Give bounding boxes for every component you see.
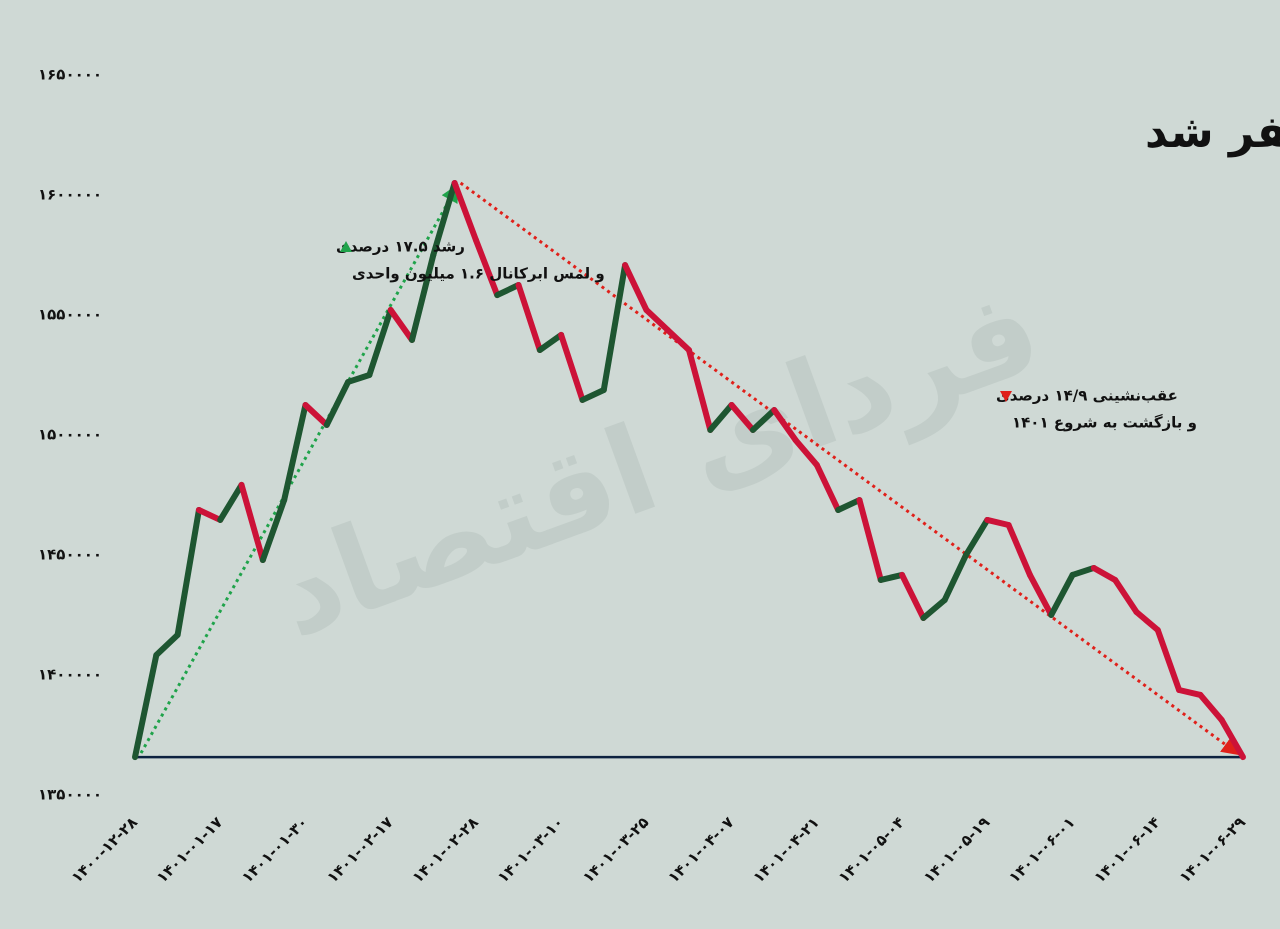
line-segment bbox=[1197, 691, 1225, 723]
x-tick-label: ۱۴۰۰-۱۲-۲۸ bbox=[68, 813, 141, 886]
line-segment bbox=[558, 331, 586, 403]
line-segment bbox=[771, 407, 799, 444]
x-tick-label: ۱۴۰۱-۰۵-۰۴ bbox=[835, 813, 908, 886]
line-segment bbox=[749, 407, 778, 433]
line-segment bbox=[835, 497, 863, 513]
line-segment bbox=[217, 481, 245, 523]
annotation-text: عقب‌نشینی ۱۴/۹ درصدی bbox=[996, 387, 1178, 405]
trend-arrow bbox=[139, 183, 459, 754]
x-tick-label: ۱۴۰۱-۰۱-۱۷ bbox=[153, 813, 226, 886]
x-tick-label: ۱۴۰۱-۰۴-۰۷ bbox=[664, 813, 737, 886]
line-segment bbox=[1218, 717, 1246, 761]
line-segment bbox=[643, 306, 671, 333]
line-segment bbox=[1112, 576, 1140, 615]
line-segment bbox=[494, 282, 522, 299]
line-segment bbox=[472, 237, 501, 299]
line-segment bbox=[941, 552, 969, 603]
line-segment bbox=[281, 402, 309, 504]
annotation-triangle bbox=[340, 241, 352, 252]
x-tick-label: ۱۴۰۱-۰۶-۲۹ bbox=[1176, 813, 1249, 886]
line-segment bbox=[238, 481, 266, 564]
line-segment bbox=[707, 402, 735, 433]
x-tick-label: ۱۴۰۱-۰۲-۱۷ bbox=[323, 813, 396, 886]
y-tick-label: ۱۵۰۰۰۰۰ bbox=[38, 426, 102, 444]
y-tick-label: ۱۵۵۰۰۰۰ bbox=[38, 306, 102, 324]
line-segment bbox=[132, 652, 160, 761]
line-segment bbox=[856, 497, 884, 583]
annotation-text: و بازگشت به شروع ۱۴۰۱ bbox=[1012, 414, 1197, 432]
chart-title: بازدهی بورس ۱۴۰۱ صفر شد bbox=[1145, 107, 1280, 158]
line-segment bbox=[1090, 564, 1119, 583]
line-segment bbox=[664, 327, 692, 354]
y-tick-label: ۱۶۵۰۰۰۰ bbox=[38, 66, 102, 84]
x-tick-label: ۱۴۰۱-۰۴-۲۱ bbox=[750, 813, 823, 886]
line-segment bbox=[1133, 609, 1161, 633]
x-tick-label: ۱۴۰۱-۰۶-۰۱ bbox=[1005, 813, 1078, 886]
line-segment bbox=[430, 180, 458, 258]
annotation-triangle bbox=[1000, 391, 1012, 402]
line-segment bbox=[1048, 571, 1076, 618]
line-segment bbox=[451, 180, 479, 243]
line-segment bbox=[536, 331, 565, 354]
line-segment bbox=[153, 631, 181, 659]
y-tick-label: ۱۴۵۰۰۰۰ bbox=[38, 546, 102, 564]
line-segment bbox=[515, 282, 543, 354]
line-segment bbox=[1005, 522, 1033, 578]
x-tick-label: ۱۴۰۱-۰۵-۱۹ bbox=[920, 813, 993, 886]
x-tick-label: ۱۴۰۱-۰۳-۱۰ bbox=[494, 813, 567, 886]
line-segment bbox=[920, 597, 948, 621]
y-tick-label: ۱۶۰۰۰۰۰ bbox=[38, 186, 102, 204]
line-segment bbox=[1176, 687, 1204, 698]
line-segment bbox=[600, 262, 629, 393]
line-segment bbox=[366, 306, 394, 378]
line-segment bbox=[1069, 564, 1097, 578]
line-segment bbox=[345, 372, 373, 385]
line-segment bbox=[877, 571, 906, 583]
line-segment bbox=[963, 516, 991, 558]
line-segment bbox=[579, 387, 607, 403]
line-segment bbox=[174, 507, 202, 638]
x-tick-label: ۱۴۰۱-۰۱-۳۰ bbox=[238, 813, 311, 886]
line-segment bbox=[1026, 571, 1055, 618]
line-segment bbox=[323, 378, 352, 428]
line-segment bbox=[899, 571, 927, 621]
y-tick-label: ۱۳۵۰۰۰۰ bbox=[38, 786, 102, 804]
line-segment bbox=[622, 262, 650, 313]
line-segment bbox=[259, 497, 288, 564]
line-segment bbox=[813, 462, 842, 513]
line-segment bbox=[195, 507, 224, 523]
x-tick-label: ۱۴۰۱-۰۳-۲۵ bbox=[579, 813, 652, 886]
line-segment bbox=[409, 252, 437, 343]
x-tick-label: ۱۴۰۱-۰۲-۲۸ bbox=[409, 813, 482, 886]
annotation-text: و لمس ابرکانال ۱.۶ میلیون واحدی bbox=[352, 265, 605, 283]
x-tick-label: ۱۴۰۱-۰۶-۱۴ bbox=[1090, 813, 1163, 886]
annotation-text: رشد ۱۷.۵ درصدی bbox=[336, 238, 465, 256]
line-segment bbox=[728, 402, 756, 433]
line-segment bbox=[1154, 627, 1183, 693]
y-tick-label: ۱۴۰۰۰۰۰ bbox=[38, 666, 102, 684]
line-segment bbox=[984, 516, 1012, 528]
line-segment bbox=[387, 306, 415, 343]
line-segment bbox=[686, 347, 714, 433]
line-segment bbox=[792, 437, 820, 468]
line-segment bbox=[302, 402, 330, 428]
